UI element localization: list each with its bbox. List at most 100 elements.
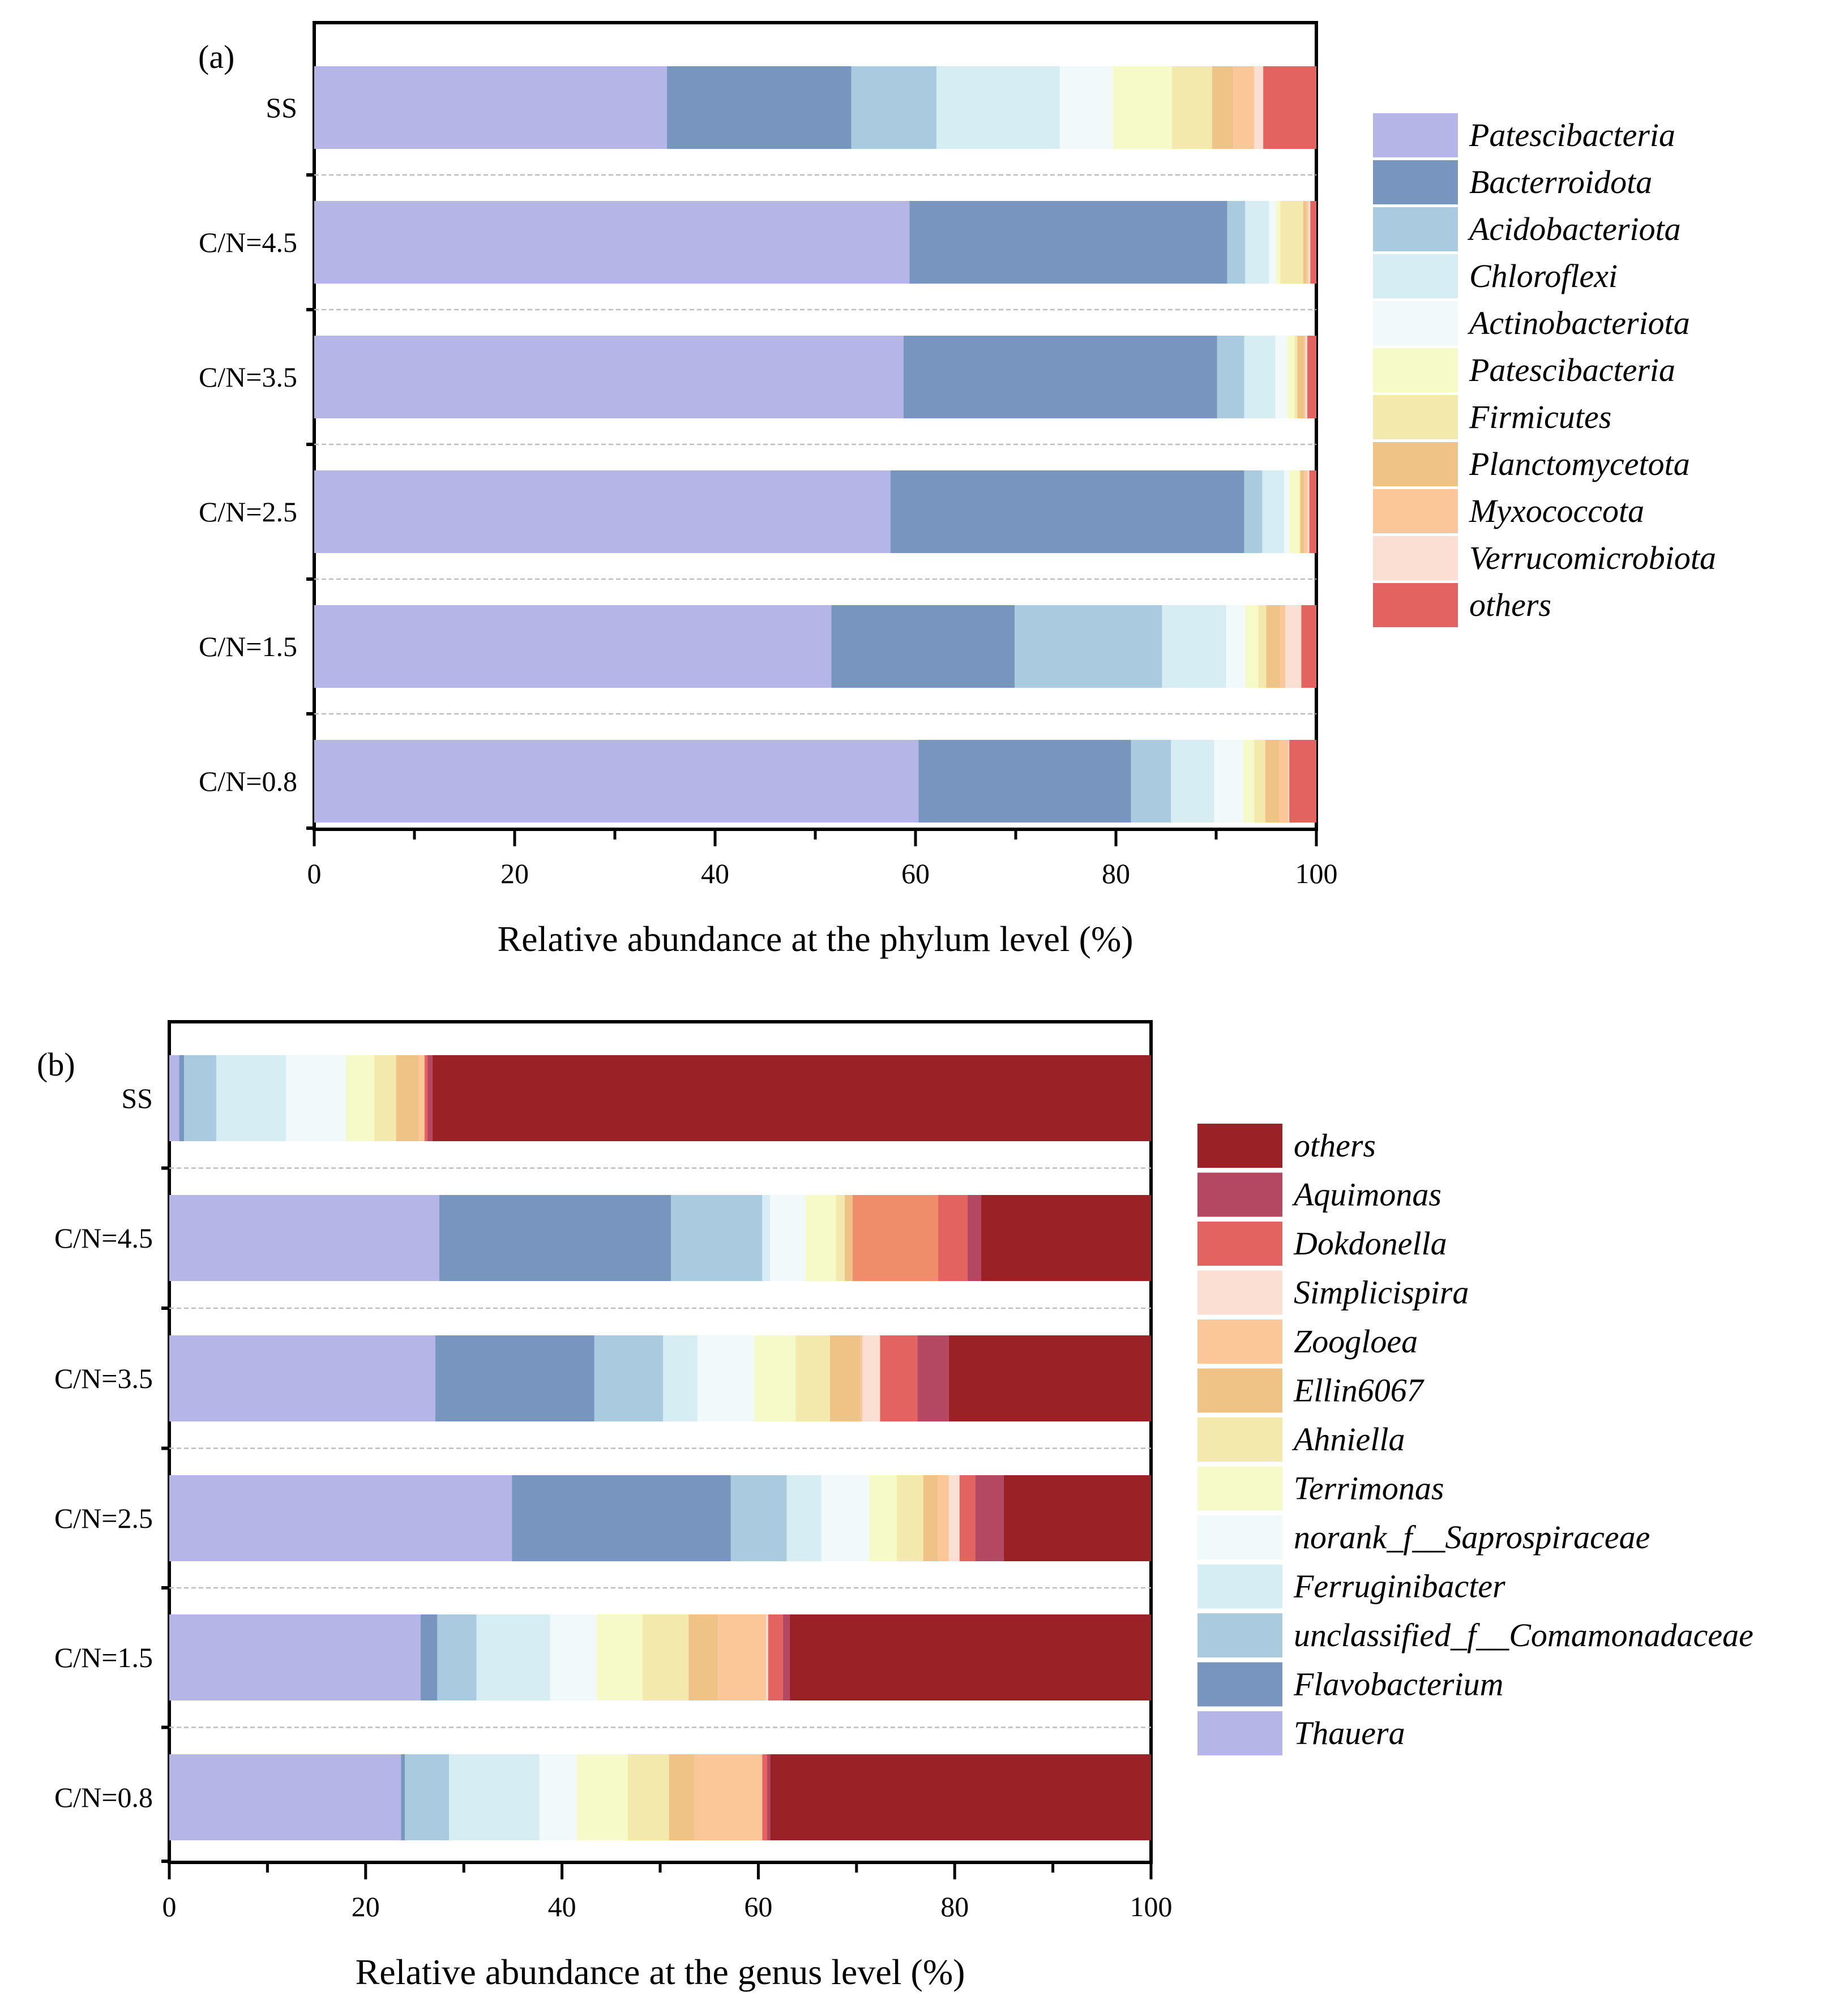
legend-label: Firmicutes — [1469, 399, 1611, 435]
legend-swatch — [1373, 301, 1458, 345]
bar-segment-ellin6067 — [396, 1055, 419, 1141]
bar-segment-firmicutes — [1299, 470, 1301, 553]
bar-segment-others — [789, 1614, 1151, 1700]
bar-segment-acidobacteriota — [851, 66, 937, 149]
legend-label: others — [1469, 586, 1551, 623]
legend-label: Flavobacterium — [1293, 1666, 1503, 1703]
bar-segment-actinobacteriota — [1269, 201, 1277, 284]
legend-label: Ellin6067 — [1293, 1372, 1424, 1409]
legend-item: Chloroflexi — [1373, 254, 1618, 298]
bar-segment-norank-f-saprospiraceae — [697, 1335, 755, 1421]
bar-segment-flavobacterium — [435, 1335, 594, 1421]
bar-segment-actinobacteriota — [1284, 470, 1290, 553]
legend-item: Bacterroidota — [1373, 160, 1652, 204]
category-label: C/N=0.8 — [54, 1781, 153, 1813]
bar-segment-terrimonas — [754, 1335, 796, 1421]
bar-segment-myxococcota — [1280, 605, 1286, 688]
legend-label: Dokdonella — [1293, 1225, 1447, 1262]
panel-label: (b) — [37, 1046, 75, 1083]
bar-segment-dokdonella — [424, 1055, 428, 1141]
bar-segment-ferruginibacter — [449, 1754, 540, 1840]
panel-label: (a) — [198, 38, 234, 75]
legend-swatch — [1373, 489, 1458, 533]
category-label: C/N=4.5 — [199, 226, 297, 258]
bar-segment-ferruginibacter — [762, 1195, 771, 1281]
bar-segment-planctomycetota — [1266, 605, 1281, 688]
bar-segment-ellin6067 — [669, 1754, 695, 1840]
legend-item: Flavobacterium — [1197, 1662, 1503, 1707]
legend-label: Actinobacteriota — [1467, 305, 1690, 341]
bar-segment-others — [770, 1754, 1151, 1840]
bar-segment-flavobacterium — [512, 1475, 731, 1561]
x-tick-label: 0 — [162, 1891, 177, 1922]
bar-segment-patescibacteria — [314, 740, 919, 823]
bar-segment-patescibacteria — [1245, 605, 1259, 688]
legend-swatch — [1197, 1270, 1282, 1315]
legend-label: Myxococcota — [1469, 492, 1644, 529]
bar-segment-acidobacteriota — [1227, 201, 1246, 284]
bar-segment-patescibacteria — [1289, 470, 1299, 553]
bar-segment-thauera — [169, 1614, 421, 1700]
bar-segment-dokdonella — [938, 1195, 968, 1281]
bar-segment-ellin6067 — [688, 1614, 718, 1700]
bar-segment-myxococcota — [1233, 66, 1255, 149]
legend-label: Patescibacteria — [1469, 117, 1675, 153]
legend-label: Patescibacteria — [1469, 352, 1675, 388]
bar-segment-bacterroidota — [890, 470, 1244, 553]
category-label: C/N=1.5 — [54, 1642, 153, 1673]
bar-segment-actinobacteriota — [1214, 740, 1243, 823]
bar-segment-terrimonas — [596, 1614, 643, 1700]
panel-a-phylum-chart: SS C/N=4.5 C/N=3.5 C/N=2.5 C/N=1.5 C/N=0.8 0 20… — [198, 21, 1716, 959]
x-tick-label: 20 — [500, 858, 529, 889]
bar-segment-bacterroidota — [909, 201, 1227, 284]
bar-segment-bacterroidota — [903, 336, 1217, 418]
bar-segment-thauera — [169, 1754, 401, 1840]
bar-segment-ahniella — [896, 1475, 923, 1561]
bar-segment-flavobacterium — [179, 1055, 185, 1141]
legend-item: Planctomycetota — [1373, 442, 1690, 486]
bar-segment-thauera — [169, 1475, 512, 1561]
bar-segment-others — [1289, 740, 1316, 823]
bar-segment-verrucomicrobiota — [1285, 605, 1302, 688]
bar-segment-others — [1307, 336, 1316, 418]
bar-segment-aquimonas — [967, 1195, 982, 1281]
bar-segment-others — [1263, 66, 1316, 149]
x-tick-label: 100 — [1295, 858, 1338, 889]
bar-segment-others — [432, 1055, 1152, 1141]
legend-swatch — [1373, 113, 1458, 157]
x-axis-title: Relative abundance at the phylum level (… — [497, 919, 1133, 959]
bar-segment-ahniella — [642, 1614, 689, 1700]
bar-segment-acidobacteriota — [1217, 336, 1244, 418]
category-label: SS — [266, 92, 297, 123]
bar-segment-patescibacteria — [1113, 66, 1173, 149]
bar-segment-ellin6067 — [923, 1475, 938, 1561]
legend-item: norank_f__Saprospiraceae — [1197, 1515, 1650, 1560]
bar-segment-unclassified-f-comamonadaceae — [594, 1335, 664, 1421]
legend-swatch — [1373, 348, 1458, 392]
plot-frame — [168, 1020, 1153, 1864]
legend-label: Acidobacteriota — [1467, 211, 1681, 247]
bar-segment-verrucomicrobiota — [1305, 336, 1308, 418]
bar-segment-terrimonas — [869, 1475, 897, 1561]
panel-b-genus-chart: SS C/N=4.5 C/N=3.5 C/N=2.5 C/N=1.5 C/N=0.8 0 20… — [37, 1020, 1753, 1992]
bar-segment-simplicispira — [862, 1335, 880, 1421]
bar-segment-verrucomicrobiota — [1308, 201, 1311, 284]
bar-segment-bacterroidota — [831, 605, 1015, 688]
bar-segment-norank-f-saprospiraceae — [770, 1195, 806, 1281]
legend-swatch — [1373, 395, 1458, 439]
legend-item: Zoogloea — [1197, 1320, 1418, 1364]
bar-segment-zoogloea — [938, 1475, 949, 1561]
bar-segment-thauera — [169, 1335, 435, 1421]
legend-item: others — [1373, 583, 1551, 627]
bar-segment-dokdonella — [762, 1754, 768, 1840]
bar-segment-firmicutes — [1254, 740, 1265, 823]
bar-segment-planctomycetota — [1265, 740, 1280, 823]
category-label: C/N=1.5 — [199, 631, 297, 662]
legend-swatch — [1373, 160, 1458, 204]
x-tick-label: 60 — [901, 858, 930, 889]
bar-segment-acidobacteriota — [1244, 470, 1263, 553]
bar-segment-dokdonella — [959, 1475, 976, 1561]
bar-segment-terrimonas — [576, 1754, 628, 1840]
bar-segment-norank-f-saprospiraceae — [550, 1614, 597, 1700]
bar-segment-ellin6067 — [844, 1195, 853, 1281]
